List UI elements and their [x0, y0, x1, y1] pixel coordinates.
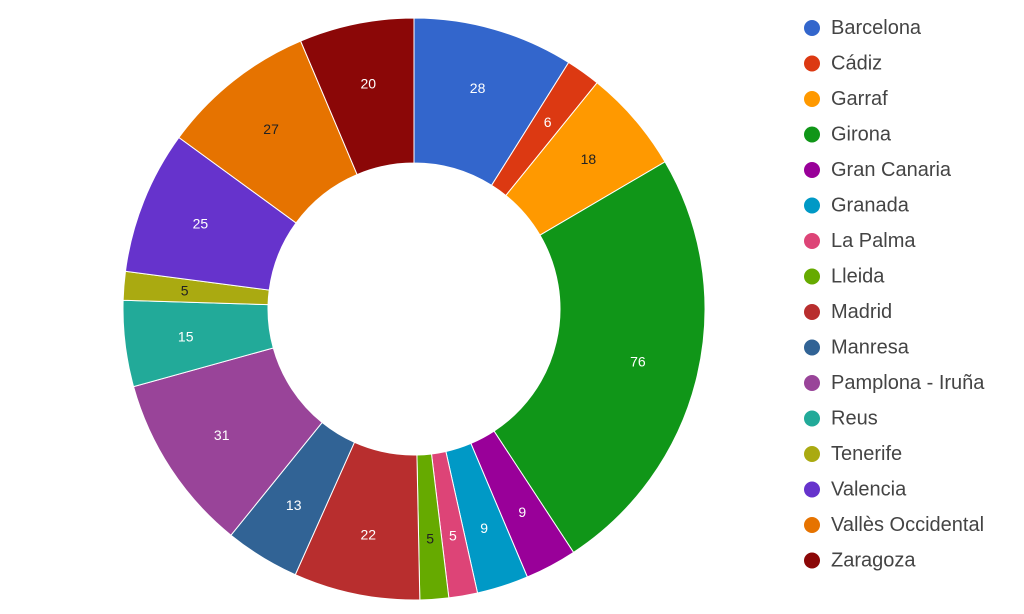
legend-label: Vallès Occidental	[831, 514, 984, 536]
legend-label: Reus	[831, 408, 878, 430]
legend-label: Granada	[831, 195, 910, 217]
legend-swatch	[804, 197, 820, 214]
legend-swatch	[804, 55, 820, 72]
data-label-valles-occidental: 27	[263, 121, 279, 137]
legend-item-reus[interactable]: Reus	[804, 408, 878, 430]
data-label-lleida: 5	[426, 530, 434, 546]
slice-zaragoza[interactable]	[299, 17, 415, 176]
legend-label: Tenerife	[831, 443, 902, 465]
data-label-granada: 9	[480, 520, 488, 536]
data-label-barcelona: 28	[470, 80, 486, 96]
data-label-cadiz: 6	[544, 114, 552, 130]
legend-item-valles-occidental[interactable]: Vallès Occidental	[804, 514, 984, 536]
legend-label: Barcelona	[831, 17, 922, 39]
chart-legend: Barcelona Cádiz Garraf Girona Gran Canaria Gr…	[804, 17, 985, 572]
data-label-tenerife: 5	[181, 283, 189, 299]
legend-item-tenerife[interactable]: Tenerife	[804, 443, 902, 465]
legend-label: Pamplona - Iruña	[831, 372, 985, 394]
legend-swatch	[804, 410, 820, 427]
legend-swatch	[804, 126, 820, 143]
chart-slices	[122, 17, 706, 601]
data-label-manresa: 13	[286, 497, 302, 513]
data-label-girona: 76	[630, 354, 646, 370]
data-label-valencia: 25	[193, 216, 209, 232]
legend-item-barcelona[interactable]: Barcelona	[804, 17, 922, 39]
legend-swatch	[804, 375, 820, 391]
legend-item-la-palma[interactable]: La Palma	[804, 230, 916, 252]
legend-item-girona[interactable]: Girona	[804, 124, 892, 146]
data-label-reus: 15	[178, 329, 194, 345]
legend-swatch	[804, 162, 820, 178]
legend-label: Manresa	[831, 337, 910, 359]
legend-swatch	[804, 339, 820, 356]
legend-label: Zaragoza	[831, 550, 916, 572]
legend-swatch	[804, 20, 820, 36]
legend-item-valencia[interactable]: Valencia	[804, 479, 907, 501]
legend-swatch	[804, 268, 820, 285]
data-label-la-palma: 5	[449, 528, 457, 544]
data-label-madrid: 22	[361, 526, 377, 542]
legend-swatch	[804, 552, 820, 569]
data-label-zaragoza: 20	[361, 76, 377, 92]
legend-swatch	[804, 517, 820, 533]
legend-item-cadiz[interactable]: Cádiz	[804, 53, 882, 75]
legend-swatch	[804, 304, 820, 320]
legend-item-manresa[interactable]: Manresa	[804, 337, 910, 359]
legend-item-pamplona-iruna[interactable]: Pamplona - Iruña	[804, 372, 985, 394]
legend-label: Garraf	[831, 88, 888, 110]
legend-swatch	[804, 91, 820, 107]
legend-label: Girona	[831, 124, 892, 146]
legend-swatch	[804, 233, 820, 249]
data-label-pamplona-iruna: 31	[214, 427, 230, 443]
legend-item-gran-canaria[interactable]: Gran Canaria	[804, 159, 952, 181]
legend-item-garraf[interactable]: Garraf	[804, 88, 888, 110]
legend-item-madrid[interactable]: Madrid	[804, 301, 892, 323]
data-label-garraf: 18	[581, 151, 597, 167]
legend-swatch	[804, 481, 820, 498]
data-label-gran-canaria: 9	[518, 504, 526, 520]
legend-label: Lleida	[831, 266, 885, 288]
slice-girona[interactable]	[493, 161, 706, 554]
legend-label: Valencia	[831, 479, 907, 501]
legend-label: Cádiz	[831, 53, 882, 75]
legend-label: Gran Canaria	[831, 159, 952, 181]
legend-item-granada[interactable]: Granada	[804, 195, 910, 217]
legend-label: Madrid	[831, 301, 892, 323]
legend-label: La Palma	[831, 230, 916, 252]
legend-item-zaragoza[interactable]: Zaragoza	[804, 550, 916, 572]
legend-swatch	[804, 446, 820, 462]
legend-item-lleida[interactable]: Lleida	[804, 266, 885, 288]
